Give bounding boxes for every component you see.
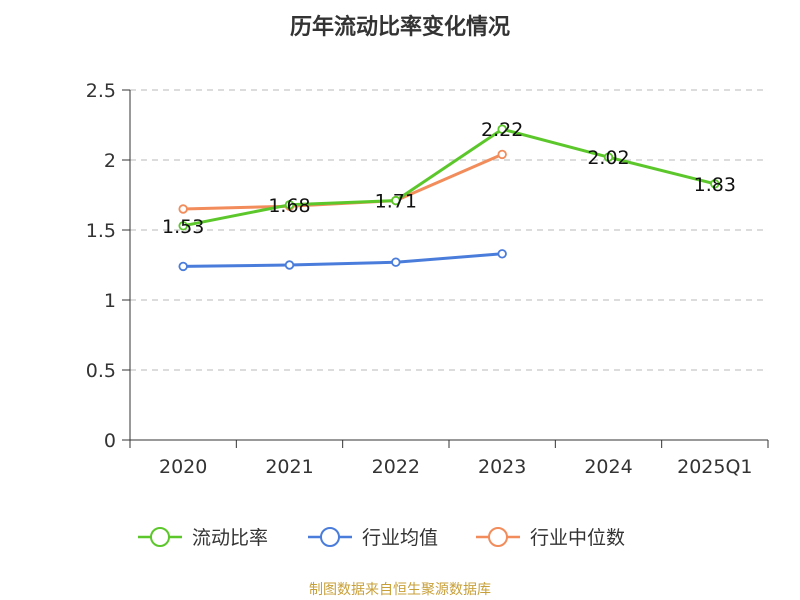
legend-label: 流动比率 [192,527,268,549]
data-point[interactable] [391,257,401,267]
legend-marker [150,527,170,547]
data-point[interactable] [603,152,614,162]
series-points [178,124,720,272]
data-point[interactable] [497,249,507,259]
x-tick-label: 2022 [372,456,420,478]
data-label: 2.22 [481,119,523,141]
y-tick-label: 1.5 [86,220,116,242]
data-label: 1.71 [375,191,417,213]
legend: 流动比率 行业均值 行业中位数 [138,527,625,549]
axes: 0 0.5 1 1.5 2 2.5 2020 2021 2022 2023 2024 2025Q1 [86,80,769,478]
x-tick-label: 2024 [584,456,632,478]
x-tick-label: 2020 [159,456,207,478]
x-tick-label: 2025Q1 [677,456,752,478]
series-line-1 [181,252,504,268]
data-point[interactable] [284,200,295,210]
data-point[interactable] [178,221,188,231]
source-note: 制图数据来自恒生聚源数据库 [309,582,491,598]
data-point[interactable] [178,261,188,272]
x-tick-label: 2021 [265,456,313,478]
data-point[interactable] [178,204,188,214]
legend-item-0[interactable]: 流动比率 [138,527,268,549]
data-point[interactable] [391,195,401,206]
legend-item-1[interactable]: 行业均值 [308,527,438,549]
series-lines [181,127,717,268]
data-label: 1.68 [268,195,310,217]
legend-marker [320,527,340,547]
chart-title: 历年流动比率变化情况 [290,14,510,40]
y-tick-label: 0 [104,430,116,452]
x-tick-label: 2023 [478,456,526,478]
data-label: 2.02 [587,147,629,169]
y-tick-label: 2.5 [86,80,116,102]
legend-item-2[interactable]: 行业中位数 [476,527,625,549]
data-labels: 1.53 1.68 1.71 2.22 2.02 1.83 [162,119,736,238]
legend-label: 行业中位数 [530,527,625,549]
series-line-0 [181,127,717,228]
legend-marker [488,527,508,547]
data-point[interactable] [284,260,295,270]
y-tick-label: 2 [104,150,116,172]
data-label: 1.83 [694,174,736,196]
data-point[interactable] [497,149,507,160]
y-tick-label: 1 [104,290,116,312]
data-label: 1.53 [162,216,204,238]
grid-lines [130,89,768,371]
y-tick-label: 0.5 [86,360,116,382]
data-point[interactable] [497,124,507,134]
data-point[interactable] [710,179,720,189]
legend-label: 行业均值 [362,527,438,549]
